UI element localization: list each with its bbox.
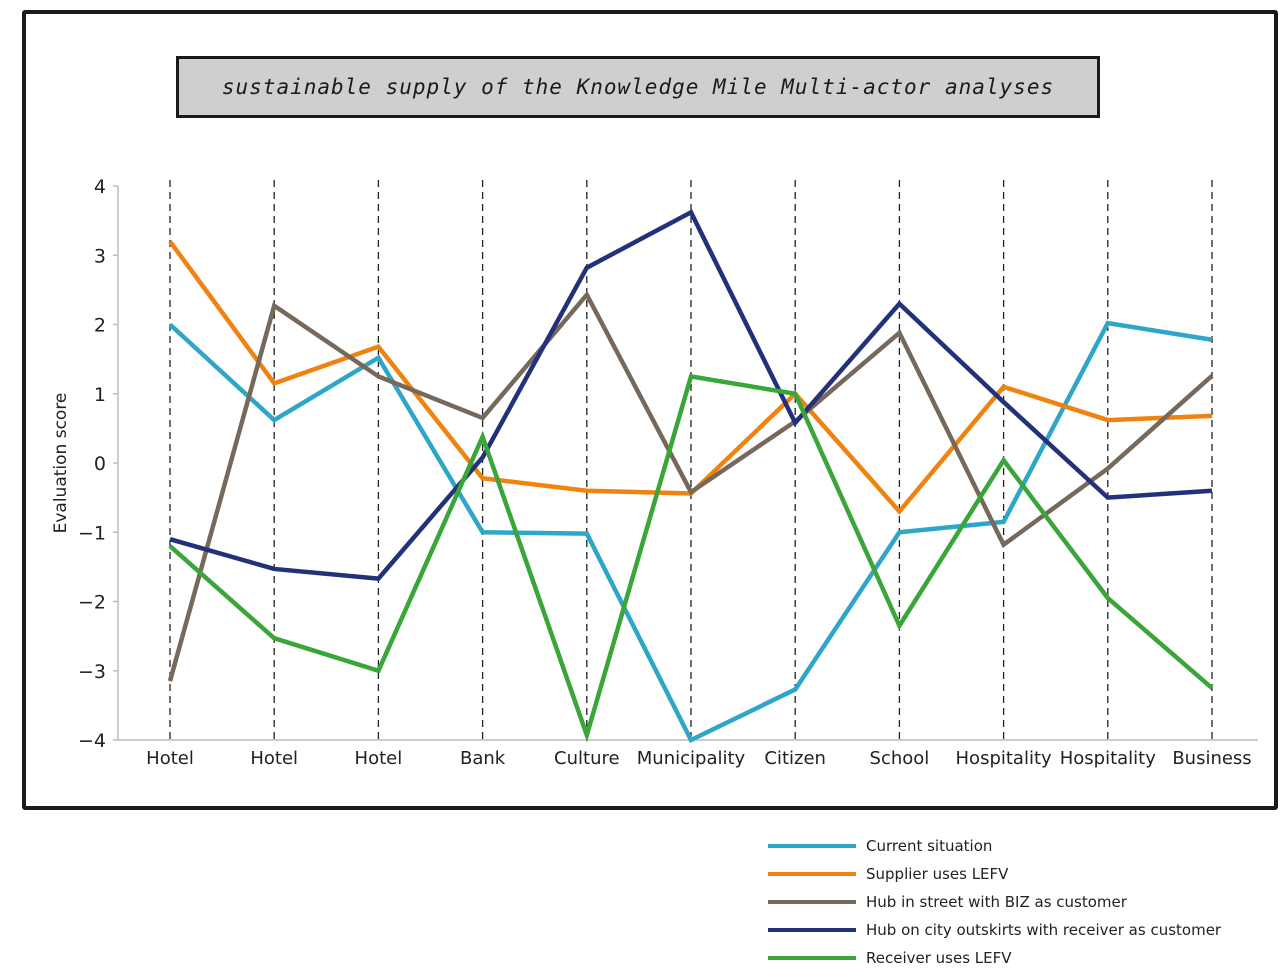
x-tick-label: Hotel	[250, 748, 298, 769]
x-tick-label: Hotel	[355, 748, 403, 769]
y-tick-labels: 4 3 2 1 0 −1 −2 −3 −4	[78, 176, 118, 752]
chart-title-box: sustainable supply of the Knowledge Mile…	[176, 56, 1100, 118]
y-tick-label: 4	[94, 176, 106, 198]
y-tick-label: −4	[78, 730, 106, 752]
y-axis-label: Evaluation score	[51, 393, 71, 534]
x-tick-labels: Hotel Hotel Hotel Bank Culture Municipality Ci…	[146, 748, 1252, 769]
legend-item: Supplier uses LEFV	[768, 860, 1278, 888]
legend-item: Hub in street with BIZ as customer	[768, 888, 1278, 916]
legend-item: Hub on city outskirts with receiver as c…	[768, 916, 1278, 944]
chart-title: sustainable supply of the Knowledge Mile…	[221, 75, 1055, 99]
legend-swatch	[768, 872, 856, 876]
series-line	[168, 320, 1213, 743]
legend-label: Current situation	[866, 837, 993, 855]
y-tick-label: −3	[78, 661, 106, 683]
series-line	[169, 209, 1213, 581]
legend-label: Supplier uses LEFV	[866, 865, 1009, 883]
x-tick-label: Bank	[460, 748, 506, 769]
legend-swatch	[768, 844, 856, 848]
series-lines	[167, 209, 1214, 743]
legend-label: Hub in street with BIZ as customer	[866, 893, 1127, 911]
y-tick-label: −1	[78, 522, 106, 544]
series-line	[168, 373, 1214, 743]
y-tick-label: 1	[94, 384, 106, 406]
legend-swatch	[768, 900, 856, 904]
x-tick-label: Municipality	[637, 748, 746, 769]
legend-label: Hub on city outskirts with receiver as c…	[866, 921, 1222, 939]
x-tick-label: Hotel	[146, 748, 194, 769]
legend: Current situation Supplier uses LEFV Hub i…	[768, 832, 1278, 972]
legend-swatch	[768, 928, 856, 932]
legend-swatch	[768, 956, 856, 960]
y-tick-label: −2	[78, 592, 106, 614]
y-tick-label: 0	[94, 453, 106, 475]
legend-item: Current situation	[768, 832, 1278, 860]
series-line	[167, 290, 1214, 682]
x-tick-label: Culture	[554, 748, 620, 769]
x-tick-label: School	[870, 748, 930, 769]
x-tick-label: Citizen	[764, 748, 826, 769]
y-tick-label: 2	[94, 315, 106, 337]
line-chart: 4 3 2 1 0 −1 −2 −3 −4 Hotel Hotel Hotel Bank Culture…	[51, 176, 1258, 769]
x-tick-label: Hospitality	[1060, 748, 1157, 769]
y-tick-label: 3	[94, 245, 106, 267]
legend-label: Receiver uses LEFV	[866, 949, 1012, 967]
x-tick-label: Hospitality	[956, 748, 1053, 769]
axes	[117, 186, 1258, 741]
x-tick-label: Business	[1172, 748, 1251, 769]
legend-item: Receiver uses LEFV	[768, 944, 1278, 972]
